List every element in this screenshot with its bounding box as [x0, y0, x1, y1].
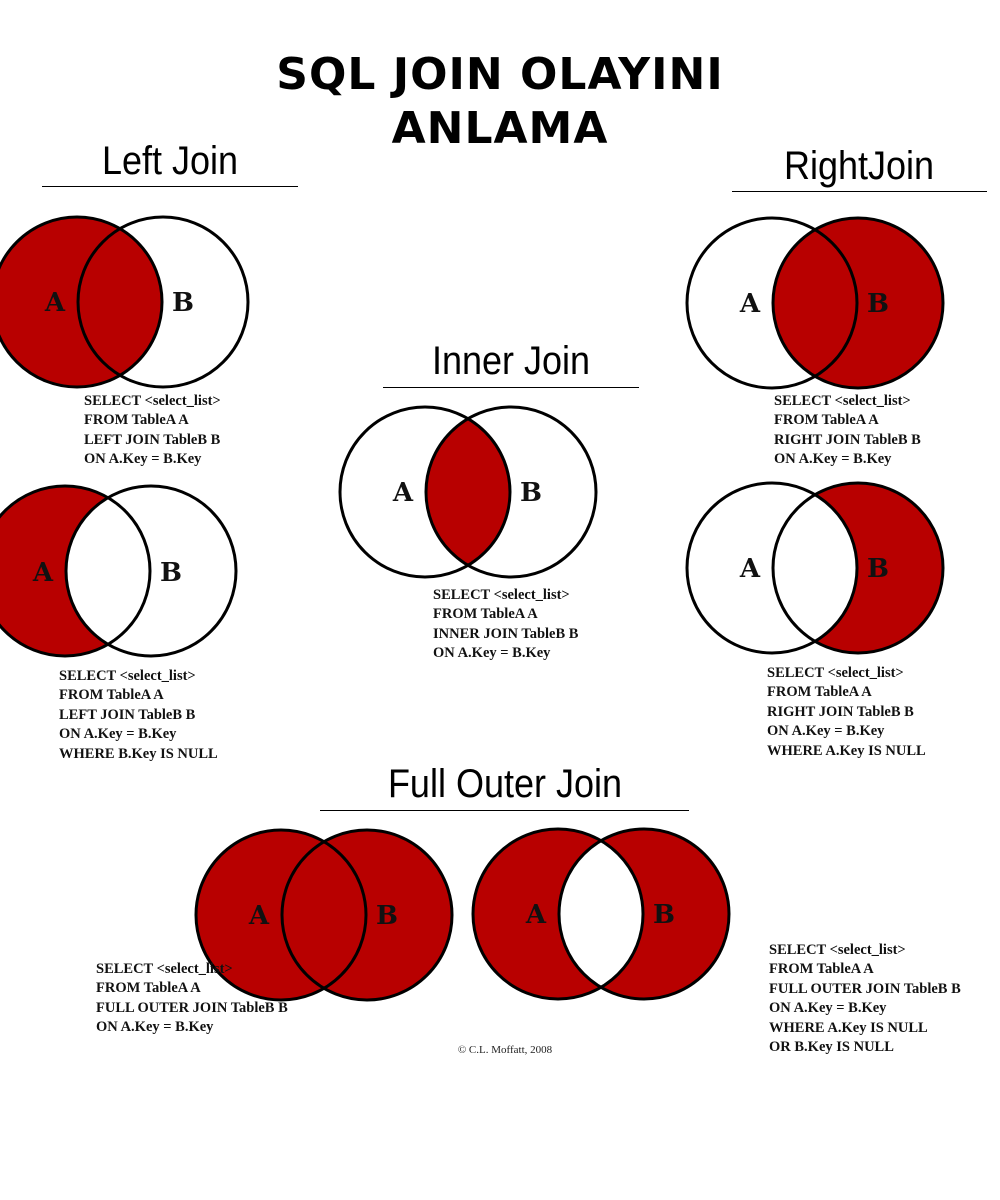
sql-line: SELECT <select_list> [84, 393, 221, 409]
sql-line: FROM TableA A [774, 412, 879, 429]
rule-right-join [732, 191, 987, 192]
sql-line: ON A.Key = B.Key [59, 726, 177, 743]
sql-line: OR B.Key IS NULL [769, 1039, 894, 1056]
sql-line: FROM TableA A [84, 412, 189, 429]
sql-line: SELECT <select_list> [767, 665, 904, 681]
circle-b-outline [771, 216, 945, 390]
sql-full-outer-join: SELECT <select_list> FROM TableA A FULL OU… [96, 960, 288, 1038]
sql-line: FROM TableA A [433, 606, 538, 623]
page-title-line-1: SQL JOIN OLAYINI [276, 49, 724, 100]
sql-line: LEFT JOIN TableB B [59, 706, 196, 723]
circle-label-b: B [160, 558, 182, 588]
circle-b-outline [280, 828, 454, 1002]
intersection-fill [425, 418, 511, 566]
sql-line: ON A.Key = B.Key [769, 1000, 887, 1017]
sql-line: RIGHT JOIN TableB B [774, 431, 921, 448]
sql-line: ON A.Key = B.Key [84, 451, 202, 468]
sql-line: FROM TableA A [767, 684, 872, 701]
sql-line: WHERE A.Key IS NULL [769, 1019, 928, 1036]
rule-inner-join [383, 387, 639, 388]
circle-label-a: A [739, 289, 761, 319]
circle-label-b: B [520, 478, 542, 508]
sql-line: WHERE B.Key IS NULL [59, 745, 218, 762]
circle-b-outline [557, 827, 731, 1001]
sql-line: FROM TableA A [59, 687, 164, 704]
circle-a-outline [0, 215, 164, 389]
circle-label-a: A [32, 558, 54, 588]
sql-line: SELECT <select_list> [774, 393, 911, 409]
rule-full-outer-join [320, 810, 689, 811]
sql-line: FROM TableA A [769, 961, 874, 978]
sql-line: ON A.Key = B.Key [767, 723, 885, 740]
circle-a-outline [471, 827, 645, 1001]
circle-a-outline [685, 481, 859, 655]
rule-left-join [42, 186, 298, 187]
circle-b-outline [76, 215, 250, 389]
sql-inner-join: SELECT <select_list> FROM TableA A INNER J… [433, 586, 578, 664]
sql-line: FULL OUTER JOIN TableB B [96, 999, 288, 1016]
sql-line: FULL OUTER JOIN TableB B [769, 980, 961, 997]
page-title-line-2: ANLAMA [391, 103, 609, 154]
intersection-fill [773, 229, 858, 377]
heading-left-join: Left Join [101, 139, 239, 183]
circle-b-outline [64, 484, 238, 658]
sql-line: ON A.Key = B.Key [774, 451, 892, 468]
circle-label-b: B [867, 289, 889, 319]
copyright-notice: © C.L. Moffatt, 2008 [457, 1044, 553, 1056]
circle-b-outline [771, 481, 945, 655]
sql-line: LEFT JOIN TableB B [84, 431, 221, 448]
sql-line: SELECT <select_list> [59, 668, 196, 684]
sql-line: INNER JOIN TableB B [433, 625, 579, 642]
intersection-fill [281, 841, 367, 989]
circle-label-b: B [376, 901, 398, 931]
sql-full-outer-join-excluding: SELECT <select_list> FROM TableA A FULL OU… [769, 941, 961, 1057]
heading-full-outer-join: Full Outer Join [387, 762, 623, 806]
sql-line: ON A.Key = B.Key [433, 645, 551, 662]
circle-label-a: A [248, 901, 270, 931]
heading-right-join: RightJoin [783, 144, 935, 188]
sql-line: SELECT <select_list> [433, 587, 570, 603]
circle-a-outline [194, 828, 368, 1002]
intersection-fill [773, 494, 858, 642]
circle-b-outline [424, 405, 598, 579]
circle-label-b: B [172, 288, 194, 318]
circle-label-a: A [525, 900, 547, 930]
intersection-fill [559, 840, 644, 988]
circle-label-a: A [44, 288, 66, 318]
sql-line: RIGHT JOIN TableB B [767, 703, 914, 720]
sql-right-join: SELECT <select_list> FROM TableA A RIGHT J… [774, 392, 921, 470]
circle-label-b: B [867, 554, 889, 584]
intersection-fill [66, 497, 151, 645]
circle-label-b: B [653, 900, 675, 930]
circle-a-outline [685, 216, 859, 390]
sql-left-join-excluding: SELECT <select_list> FROM TableA A LEFT JO… [59, 667, 218, 764]
intersection-fill [78, 228, 163, 376]
heading-inner-join: Inner Join [431, 339, 591, 383]
sql-line: ON A.Key = B.Key [96, 1019, 214, 1036]
circle-label-a: A [392, 478, 414, 508]
sql-line: SELECT <select_list> [96, 961, 233, 977]
circle-a-outline [0, 484, 152, 658]
circle-label-a: A [739, 554, 761, 584]
sql-left-join: SELECT <select_list> FROM TableA A LEFT JO… [84, 392, 221, 470]
sql-line: FROM TableA A [96, 980, 201, 997]
sql-line: SELECT <select_list> [769, 942, 906, 958]
sql-right-join-excluding: SELECT <select_list> FROM TableA A RIGHT J… [767, 664, 926, 761]
circle-a-outline [338, 405, 512, 579]
page-title: SQL JOIN OLAYINI ANLAMA [0, 48, 1000, 156]
sql-line: WHERE A.Key IS NULL [767, 742, 926, 759]
